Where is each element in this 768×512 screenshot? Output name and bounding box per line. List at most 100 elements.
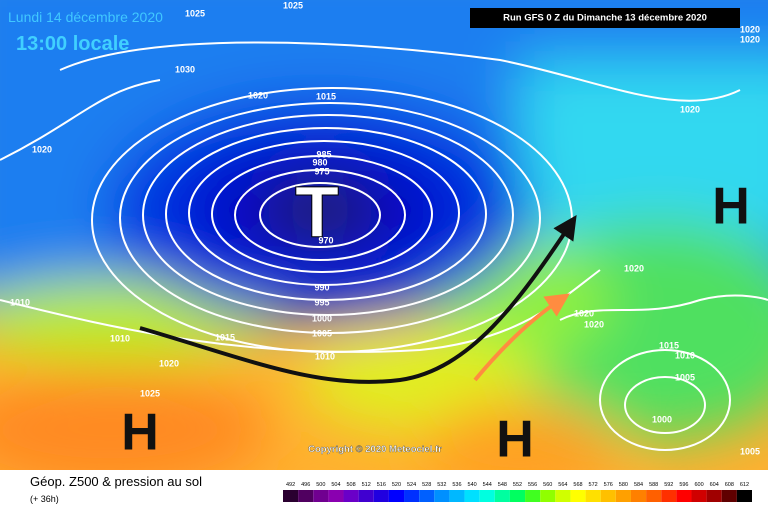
isobar-label: 985 <box>316 149 331 159</box>
scale-label: 540 <box>468 482 477 488</box>
scale-label: 568 <box>573 482 582 488</box>
isobars <box>0 41 768 451</box>
isobar-label: 1015 <box>316 91 336 101</box>
scale-swatch <box>494 490 510 502</box>
high-symbol: H <box>712 178 750 236</box>
scale-swatch <box>283 490 299 502</box>
high-symbol: H <box>496 411 534 469</box>
isobar-label: 980 <box>312 157 327 167</box>
isobar-labels: 1025 1025 1030 1020 1015 1020 985 980 97… <box>10 0 760 456</box>
isobar-label: 1015 <box>215 332 235 342</box>
scale-swatch <box>615 490 631 502</box>
scale-swatch <box>313 490 329 502</box>
legend-title: Géop. Z500 & pression au sol <box>30 474 202 489</box>
scale-label: 556 <box>528 482 537 488</box>
scale-label: 536 <box>452 482 461 488</box>
scale-swatch <box>388 490 405 502</box>
scale-swatch <box>706 490 722 502</box>
isobar-label: 1005 <box>312 328 332 338</box>
run-box <box>470 8 740 28</box>
background-field <box>0 0 768 500</box>
isobar-label: 1005 <box>675 372 695 382</box>
scale-swatch <box>298 490 314 502</box>
copyright: Copyright © 2020 Meteociel.fr <box>308 444 442 455</box>
scale-swatch <box>328 490 344 502</box>
scale-label: 532 <box>437 482 446 488</box>
isobar-label: 1025 <box>283 0 303 10</box>
scale-swatch <box>721 490 737 502</box>
scale-label: 508 <box>346 482 355 488</box>
flow-arrow <box>139 215 577 384</box>
scale-label: 564 <box>558 482 567 488</box>
scale-label: 600 <box>694 482 703 488</box>
isobar-label: 970 <box>318 235 333 245</box>
isobar-label: 1020 <box>680 104 700 114</box>
scale-label: 492 <box>286 482 295 488</box>
isobar-label: 1025 <box>185 8 205 18</box>
scale-label: 576 <box>604 482 613 488</box>
scale-swatch <box>570 490 586 502</box>
isobar-label: 1020 <box>574 308 594 318</box>
scale-label: 572 <box>589 482 598 488</box>
scale-label: 528 <box>422 482 431 488</box>
isobar-label: 1020 <box>624 263 644 273</box>
scale-swatch <box>555 490 571 502</box>
isobar-label: 1010 <box>315 351 335 361</box>
scale-label: 516 <box>377 482 386 488</box>
scale-swatch <box>646 490 662 502</box>
scale-label: 612 <box>740 482 749 488</box>
scale-label: 596 <box>679 482 688 488</box>
isobar-label: 1025 <box>140 388 160 398</box>
isobar-label: 1010 <box>675 350 695 360</box>
scale-label: 500 <box>316 482 325 488</box>
isobar-label: 1020 <box>159 358 179 368</box>
isobar-label: 1020 <box>248 90 268 100</box>
forecast-time: 13:00 locale <box>16 33 129 55</box>
scale-swatch <box>358 490 374 502</box>
scale-label: 592 <box>664 482 673 488</box>
legend-subtitle: (+ 36h) <box>30 494 59 504</box>
scale-label: 544 <box>483 482 492 488</box>
scale-label: 604 <box>710 482 719 488</box>
scale-swatch <box>509 490 526 502</box>
scale-label: 504 <box>331 482 340 488</box>
scale-label: 512 <box>362 482 371 488</box>
scale-swatch <box>736 490 752 502</box>
isobar-label: 1020 <box>740 24 760 34</box>
scale-swatch <box>419 490 435 502</box>
scale-label: 548 <box>498 482 507 488</box>
scale-label: 552 <box>513 482 522 488</box>
scale-label: 520 <box>392 482 401 488</box>
scale-swatch <box>630 490 647 502</box>
isobar-label: 990 <box>314 282 329 292</box>
run-info: Run GFS 0 Z du Dimanche 13 décembre 2020 <box>503 13 707 24</box>
scale-label: 584 <box>634 482 643 488</box>
isobar-label: 995 <box>314 297 329 307</box>
scale-swatch <box>434 490 450 502</box>
forecast-date: Lundi 14 décembre 2020 <box>8 9 163 25</box>
color-scale: 492 496 500 504 508 512 516 520 524 528 532 536 540 5… <box>283 482 752 502</box>
isobar-label: 1010 <box>110 333 130 343</box>
warm-flow-arrow <box>473 293 570 382</box>
scale-swatch <box>691 490 707 502</box>
isobar-label: 1030 <box>175 64 195 74</box>
scale-swatch <box>661 490 677 502</box>
high-symbol: H <box>121 404 159 462</box>
scale-swatch <box>404 490 420 502</box>
scale-swatch <box>343 490 359 502</box>
isobar-label: 1010 <box>10 297 30 307</box>
scale-swatch <box>525 490 541 502</box>
scale-label: 496 <box>301 482 310 488</box>
isobar-label: 1020 <box>32 144 52 154</box>
scale-swatch <box>479 490 495 502</box>
scale-label: 608 <box>725 482 734 488</box>
scale-label: 560 <box>543 482 552 488</box>
isobar-label: 1000 <box>652 414 672 424</box>
isobar-label: 1005 <box>740 446 760 456</box>
scale-label: 580 <box>619 482 628 488</box>
scale-swatch <box>540 490 556 502</box>
isobar-label: 1020 <box>740 34 760 44</box>
scale-label: 588 <box>649 482 658 488</box>
scale-swatch <box>464 490 480 502</box>
